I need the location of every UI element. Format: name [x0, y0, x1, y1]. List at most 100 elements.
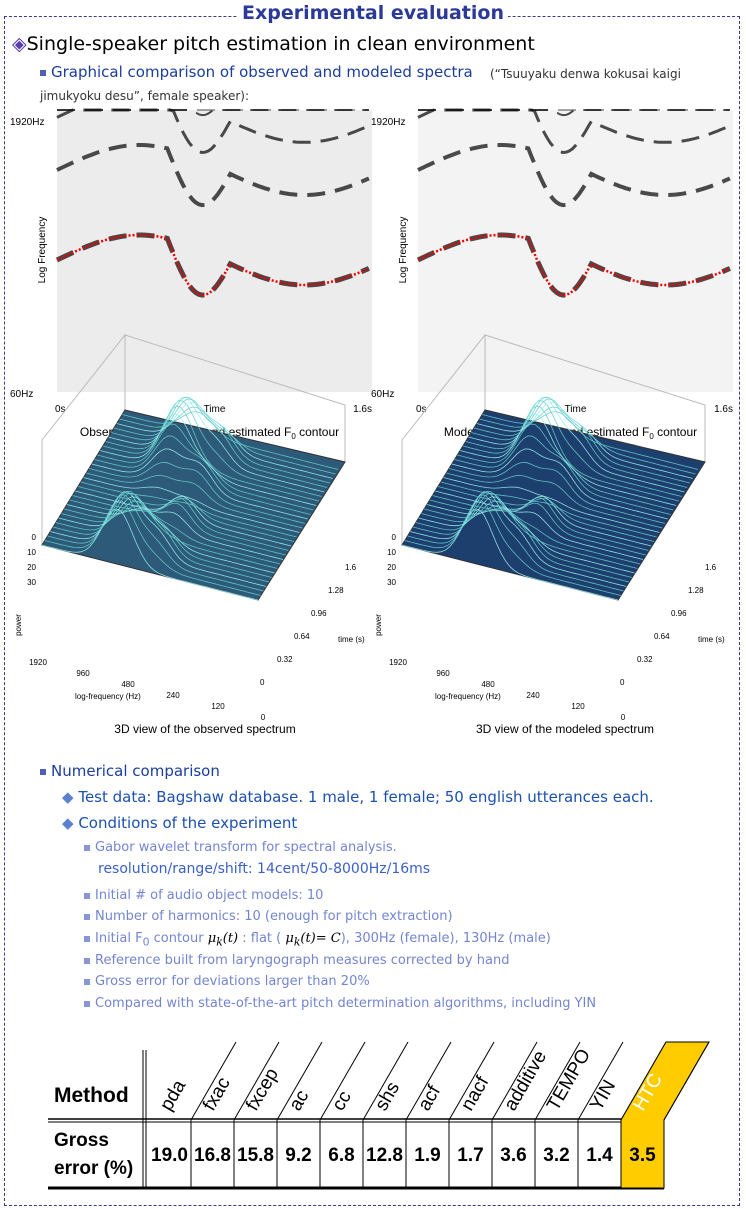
surface-line — [421, 500, 638, 569]
harmonic — [417, 108, 731, 155]
surface-line — [83, 477, 300, 533]
y-tick: 0.32 — [637, 655, 653, 664]
header: Experimental evaluation — [0, 2, 746, 24]
condition: Compared with state-of-the-art pitch det… — [84, 996, 596, 1011]
text: contour — [654, 425, 697, 439]
text: Initial # of audio object models: 10 — [95, 888, 324, 903]
method: shs — [371, 1078, 404, 1114]
x-left: 0s — [416, 404, 427, 415]
value: 1.4 — [586, 1145, 613, 1166]
y-top: 1920Hz — [371, 117, 405, 128]
surface-line — [407, 494, 624, 592]
surface-line — [446, 472, 663, 529]
surface-line — [119, 406, 336, 475]
value: 3.2 — [543, 1145, 569, 1166]
slant-rule — [534, 1041, 581, 1121]
x-tick: 1920 — [389, 658, 407, 667]
surface-line — [462, 405, 679, 502]
y-tick: 0.32 — [277, 655, 293, 664]
condition: Gross error for deviations larger than 2… — [84, 974, 370, 989]
x-mid: Time — [204, 404, 226, 415]
text: μ — [207, 931, 217, 946]
surface-line — [443, 477, 660, 533]
surface-line — [58, 496, 275, 574]
value: 3.5 — [629, 1145, 656, 1166]
y-label: Log Frequency — [398, 217, 409, 284]
value: 1.9 — [414, 1145, 440, 1166]
z-tick: 0 — [392, 533, 397, 542]
x-tick: 960 — [436, 669, 450, 678]
text: : flat ( — [238, 931, 286, 946]
text: Number of harmonics: 10 (enough for pitc… — [95, 909, 453, 924]
surface-line — [105, 400, 322, 497]
y-label: Log Frequency — [37, 217, 48, 284]
condition: Reference built from laryngograph measur… — [84, 953, 509, 968]
condition: Gabor wavelet transform for spectral ana… — [84, 840, 397, 855]
text: ), 300Hz (female), 130Hz (male) — [340, 931, 551, 946]
method: nacf — [457, 1072, 494, 1114]
surface-line — [471, 396, 688, 488]
z-tick: 30 — [27, 578, 36, 587]
condition-detail: resolution/range/shift: 14cent/50-8000Hz… — [98, 861, 431, 877]
x-tick: 960 — [76, 669, 90, 678]
graphical-note: (“Tsuuyaku denwa kokusai kaigi jimukyoku… — [40, 67, 681, 103]
text: Numerical comparison — [51, 762, 220, 780]
row-label: error (%) — [54, 1158, 133, 1179]
surface-line — [457, 423, 674, 511]
surface-line — [116, 402, 333, 479]
text: Compared with state-of-the-art pitch det… — [95, 996, 597, 1011]
results-table: Method Gross error (%) pda 19.0 fxac 16.8 fxcep… — [48, 1041, 710, 1190]
item: ◆ Conditions of the experiment — [62, 814, 298, 832]
x-tick: 120 — [571, 702, 585, 711]
x-label: log-frequency (Hz) — [435, 692, 501, 701]
surface-line — [404, 500, 621, 596]
value: 9.2 — [285, 1145, 311, 1166]
x-tick: 0 — [261, 713, 266, 722]
text: 0 — [649, 432, 654, 441]
x-tick: 0 — [621, 713, 626, 722]
surface-line — [454, 435, 671, 515]
value: 15.8 — [237, 1145, 274, 1166]
surface-line — [97, 423, 314, 511]
text: Graphical comparison of observed and mod… — [51, 63, 473, 81]
harmonic — [56, 143, 370, 208]
text: 0 — [142, 935, 150, 949]
surface-line — [64, 504, 281, 565]
z-label: power — [14, 614, 23, 636]
text: (t) — [300, 931, 316, 946]
surface-line — [418, 496, 635, 574]
x-tick: 480 — [121, 680, 135, 689]
plot-area — [418, 110, 733, 392]
surface-line — [91, 448, 308, 520]
surface-line — [424, 504, 641, 565]
surface-line — [61, 500, 278, 569]
z-tick: 20 — [27, 563, 36, 572]
method: YIN — [586, 1077, 620, 1115]
y-label: time (s) — [698, 635, 725, 644]
surface-line — [437, 486, 655, 542]
x-right: 1.6s — [714, 404, 733, 415]
surface-line — [473, 398, 690, 484]
surface-line — [41, 508, 259, 601]
surface-line — [476, 402, 693, 479]
slant-rule — [405, 1041, 452, 1121]
surface-line — [410, 491, 627, 587]
y-tick: 0 — [260, 678, 265, 687]
surface-line — [100, 413, 317, 506]
surface-line — [47, 494, 264, 592]
caption: 3D view of the observed spectrum — [114, 722, 295, 736]
slant-rule — [276, 1041, 323, 1121]
surface-line — [429, 499, 646, 556]
surface-line — [66, 504, 283, 560]
method: ac — [285, 1087, 313, 1115]
numerical-heading: Numerical comparison — [40, 762, 220, 780]
method: pda — [156, 1076, 190, 1114]
y-tick: 1.6 — [705, 563, 717, 572]
y-tick: 1.28 — [688, 586, 704, 595]
surface-line — [468, 397, 685, 493]
surface-plot: 30 20 10 0 1920 960 480 240 120 0 1.6 1.28 0.96 0.64 0… — [14, 333, 365, 736]
text: μ — [285, 931, 294, 946]
surface-line — [80, 481, 297, 538]
